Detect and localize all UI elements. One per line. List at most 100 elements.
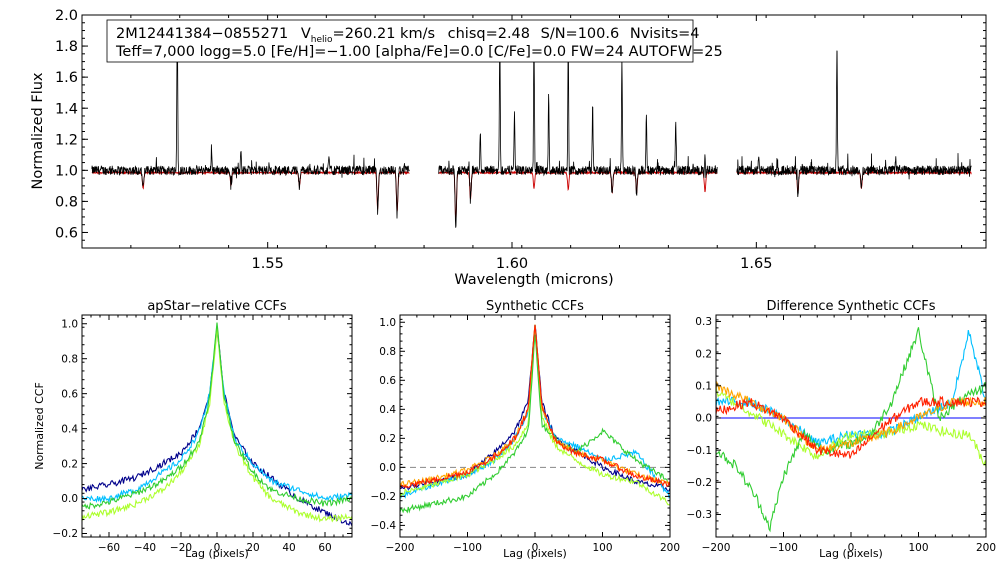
ccf-line-visit-1 (399, 324, 671, 492)
difference-ccf-series (715, 327, 987, 533)
xtick-label: −60 (98, 542, 120, 554)
ytick-label: −0.3 (687, 509, 713, 521)
apstar-ccf-panel: −60 −40 −20 0 20 40 60 −0.2 0.0 0.2 0.4 0.6 0.8 1.0 a… (33, 299, 353, 560)
ytick-label: 1.4 (55, 101, 78, 117)
xtick-label: 200 (660, 542, 680, 554)
info-vhelio-prefix: V (301, 26, 311, 42)
ytick-label: 0.0 (379, 462, 396, 474)
ccf-line-visit-3 (715, 387, 987, 468)
ytick-label: 0.0 (61, 493, 78, 505)
model-spectrum-chip-2 (438, 170, 718, 221)
info-vhelio-subscript: helio (311, 35, 333, 45)
info-line-2: Teff=7,000 logg=5.0 [Fe/H]=−1.00 [alpha/… (115, 44, 723, 60)
ytick-label: 1.0 (61, 318, 78, 330)
difference-ccf-panel: −200 −100 0 100 200−0.3−0.2−0.10.00.10.20.3 … (687, 299, 997, 560)
ccf-line-visit-4 (399, 334, 671, 514)
apstar-ccf-title: apStar−relative CCFs (147, 299, 287, 314)
xtick-label: 1.60 (496, 256, 528, 272)
ytick-label: 1.6 (55, 70, 78, 86)
ytick-label: −0.2 (371, 491, 397, 503)
ccf-line-visit-5 (399, 324, 671, 488)
ccf-line-visit-5 (715, 380, 987, 454)
difference-ccf-title: Difference Synthetic CCFs (766, 299, 935, 314)
observed-spectrum-chip-3 (736, 50, 972, 198)
ytick-label: 1.0 (379, 317, 396, 329)
synthetic-ccf-series (399, 324, 671, 514)
ytick-label: 0.8 (55, 194, 78, 210)
spectrum-xlabel: Wavelength (microns) (454, 272, 613, 288)
difference-ccf-axes-frame (715, 314, 987, 538)
xtick-label: 200 (976, 542, 996, 554)
model-spectrum-chip-1 (91, 170, 410, 213)
info-sn: S/N=100.6 (541, 26, 620, 42)
info-line-1: 2M12441384−0855271 Vhelio=260.21 km/s ch… (116, 26, 700, 45)
info-nvisits: Nvisits=4 (630, 26, 700, 42)
difference-ccf-ticks: −200 −100 0 100 200 −0.3 −0.2 −0.1 0.0 0.1 0.2 0.3 (687, 315, 996, 554)
ytick-label: 0.2 (379, 433, 396, 445)
xtick-label: −40 (134, 542, 156, 554)
ccf-line-visit-4 (81, 322, 353, 510)
ytick-label: −0.2 (687, 477, 713, 489)
xtick-label: −200 (702, 542, 731, 554)
ccf-line-visit-4 (715, 327, 987, 533)
ytick-label: 2.0 (55, 8, 78, 24)
ytick-label: −0.4 (371, 520, 397, 532)
synthetic-ccf-title: Synthetic CCFs (486, 299, 584, 314)
ytick-label: 0.8 (379, 346, 396, 358)
xtick-label: 0 (848, 542, 855, 554)
ytick-label: 1.8 (55, 39, 78, 55)
ytick-label: 1.2 (55, 132, 78, 148)
xtick-label: −100 (453, 542, 482, 554)
xtick-label: 0 (214, 542, 221, 554)
info-vhelio-value: =260.21 km/s (333, 26, 435, 42)
spectrum-panel: 1.55 1.60 1.65 0.6 0.8 1.0 1.2 1.4 1.6 1.8 2.0 2M1… (30, 8, 987, 288)
xtick-label: −100 (769, 542, 798, 554)
apstar-ccf-ticks: −60 −40 −20 0 20 40 60 −0.2 0.0 0.2 0.4 0.6 0.8 1.0 (53, 315, 353, 554)
info-chisq: chisq=2.48 (448, 26, 530, 42)
ytick-label: 0.8 (61, 353, 78, 365)
xtick-label: −20 (170, 542, 192, 554)
ytick-label: 0.6 (379, 375, 396, 387)
ytick-label: 0.3 (695, 316, 712, 328)
ytick-label: 1.0 (55, 163, 78, 179)
ytick-label: 0.2 (695, 348, 712, 360)
spectrum-ylabel: Normalized Flux (30, 72, 46, 189)
observed-spectrum-chip-1 (91, 18, 410, 219)
xtick-label: 60 (318, 542, 331, 554)
spectrum-series (91, 18, 972, 228)
synthetic-ccf-xlabel: Lag (pixels) (503, 547, 567, 560)
xtick-label: 0 (532, 542, 539, 554)
ytick-label: 0.2 (61, 458, 78, 470)
xtick-label: 1.55 (252, 256, 284, 272)
apstar-ccf-xlabel: Lag (pixels) (185, 547, 249, 560)
synthetic-ccf-panel: −200 −100 0 100 200 −0.4 −0.2 0.0 0.2 0.4 0.6 0.8 1.… (371, 299, 681, 560)
ytick-label: 0.4 (61, 423, 78, 435)
xtick-label: 20 (246, 542, 259, 554)
xtick-label: 100 (592, 542, 612, 554)
xtick-label: 100 (908, 542, 928, 554)
ccf-line-visit-3 (81, 327, 353, 523)
apstar-ccf-series (81, 322, 353, 527)
apstar-ccf-ylabel: Normalized CCF (33, 382, 46, 470)
ccf-line-visit-2 (715, 329, 987, 448)
ccf-line-visit-6 (715, 395, 987, 459)
xtick-label: 1.65 (740, 256, 772, 272)
xtick-label: −200 (386, 542, 415, 554)
ytick-label: 0.6 (55, 226, 78, 242)
ytick-label: −0.2 (53, 528, 79, 540)
spectrum-ticks: 1.55 1.60 1.65 0.6 0.8 1.0 1.2 1.4 1.6 1.8 2.0 (55, 8, 986, 272)
spectrum-info-box (106, 19, 694, 63)
ccf-line-visit-6 (399, 324, 671, 489)
info-star-id: 2M12441384−0855271 (116, 26, 288, 42)
difference-ccf-xlabel: Lag (pixels) (819, 547, 883, 560)
observed-spectrum-chip-2 (438, 34, 718, 228)
xtick-label: 40 (282, 542, 295, 554)
ytick-label: 0.0 (695, 413, 712, 425)
ytick-label: −0.1 (687, 445, 713, 457)
ytick-label: 0.4 (379, 404, 396, 416)
ytick-label: 0.1 (695, 380, 712, 392)
synthetic-ccf-ticks: −200 −100 0 100 200 −0.4 −0.2 0.0 0.2 0.4 0.6 0.8 1.… (371, 315, 680, 554)
model-spectrum-chip-3 (736, 170, 972, 194)
apstar-ccf-axes-frame (81, 314, 353, 538)
